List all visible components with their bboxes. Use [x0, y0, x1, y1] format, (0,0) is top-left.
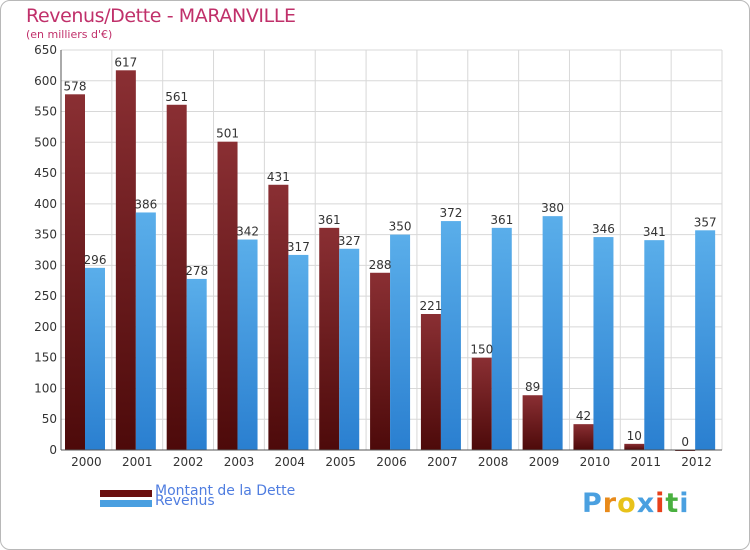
- bar-dette-2005: [319, 227, 340, 450]
- value-label-revenus-2008: 361: [490, 213, 513, 227]
- x-tick-label: 2007: [427, 455, 458, 469]
- value-label-dette-2004: 431: [267, 170, 290, 184]
- proxiti-logo: Proxiti: [582, 488, 690, 519]
- bar-dette-2003: [217, 141, 238, 450]
- value-label-revenus-2004: 317: [287, 240, 310, 254]
- y-tick-label: 250: [34, 289, 57, 303]
- bar-revenus-2004: [288, 254, 309, 450]
- y-tick-label: 400: [34, 197, 57, 211]
- value-labels: 578 296 617 386 561 278 501 342 431 317 361 327 288 3…: [64, 55, 717, 449]
- y-tick-label: 600: [34, 74, 57, 88]
- bar-dette-2002: [166, 104, 187, 451]
- chart-subtitle: (en milliers d'€): [26, 28, 113, 41]
- legend-swatch-revenus: [100, 500, 152, 507]
- bar-revenus-2011: [644, 240, 665, 450]
- value-label-dette-2008: 150: [470, 343, 493, 357]
- bar-revenus-2009: [542, 216, 563, 450]
- bar-revenus-2007: [440, 221, 461, 450]
- bar-revenus-2000: [85, 267, 105, 450]
- x-tick-label: 2000: [71, 455, 102, 469]
- chart-title: Revenus/Dette - MARANVILLE: [26, 5, 296, 27]
- y-tick-label: 200: [34, 320, 57, 334]
- y-tick-label: 300: [34, 258, 57, 272]
- value-label-revenus-2003: 342: [236, 225, 259, 239]
- y-tick-label: 150: [34, 351, 57, 365]
- x-tick-label: 2003: [224, 455, 255, 469]
- legend-label-revenus: Revenus: [155, 493, 215, 509]
- x-tick-label: 2001: [122, 455, 153, 469]
- value-label-dette-2007: 221: [419, 299, 442, 313]
- y-tick-label: 350: [34, 228, 57, 242]
- y-tick-label: 50: [42, 412, 57, 426]
- logo-letter: r: [602, 488, 618, 519]
- bar-revenus-2002: [186, 278, 207, 450]
- value-label-dette-2005: 361: [318, 213, 341, 227]
- bar-dette-2006: [370, 272, 391, 450]
- y-tick-label: 550: [34, 105, 57, 119]
- x-tick-label: 2008: [478, 455, 509, 469]
- bar-dette-2007: [420, 314, 441, 450]
- value-label-revenus-2007: 372: [439, 206, 462, 220]
- logo-letter: t: [665, 488, 680, 519]
- value-label-dette-2011: 10: [627, 429, 642, 443]
- bar-dette-2001: [115, 70, 136, 451]
- x-tick-label: 2009: [529, 455, 560, 469]
- bar-revenus-2012: [695, 230, 716, 450]
- y-tick-label: 0: [49, 443, 57, 457]
- bar-dette-2004: [268, 184, 289, 450]
- x-tick-label: 2002: [173, 455, 204, 469]
- x-tick-label: 2004: [275, 455, 306, 469]
- legend-swatch-dette: [100, 490, 152, 497]
- logo-letter: o: [617, 488, 637, 519]
- value-label-revenus-2006: 350: [389, 220, 412, 234]
- bar-revenus-2006: [390, 234, 411, 450]
- x-tick-label: 2011: [630, 455, 661, 469]
- x-tick-label: 2010: [580, 455, 611, 469]
- y-tick-label: 650: [34, 43, 57, 57]
- value-label-revenus-2000: 296: [84, 253, 107, 267]
- bar-revenus-2003: [237, 239, 258, 450]
- y-tick-label: 450: [34, 166, 57, 180]
- bars: [65, 70, 716, 451]
- value-label-dette-2003: 501: [216, 127, 239, 141]
- bar-revenus-2005: [339, 248, 360, 450]
- value-label-revenus-2002: 278: [185, 264, 208, 278]
- logo-letter: i: [655, 488, 666, 519]
- value-label-revenus-2009: 380: [541, 201, 564, 215]
- value-label-revenus-2010: 346: [592, 222, 615, 236]
- bar-revenus-2008: [491, 227, 512, 450]
- bar-dette-2000: [65, 94, 85, 451]
- value-label-dette-2012: 0: [681, 435, 689, 449]
- value-label-revenus-2005: 327: [338, 234, 361, 248]
- value-label-dette-2010: 42: [576, 409, 591, 423]
- legend-label-dette: Montant de la Dette: [155, 483, 296, 499]
- bar-revenus-2010: [593, 237, 614, 450]
- x-tick-label: 2012: [681, 455, 712, 469]
- value-label-revenus-2001: 386: [134, 197, 157, 211]
- value-label-dette-2006: 288: [369, 258, 392, 272]
- logo-letter: i: [679, 488, 690, 519]
- value-label-dette-2002: 561: [165, 90, 188, 104]
- bar-dette-2009: [522, 395, 543, 450]
- bar-dette-2011: [624, 443, 645, 450]
- value-label-dette-2001: 617: [114, 55, 137, 69]
- bar-dette-2010: [573, 424, 594, 450]
- x-tick-label: 2006: [376, 455, 407, 469]
- y-tick-label: 500: [34, 135, 57, 149]
- logo-letter: x: [636, 488, 656, 519]
- value-label-revenus-2011: 341: [643, 225, 666, 239]
- bar-dette-2008: [471, 357, 492, 450]
- axes: 0501001502002503003504004505005506006502…: [34, 43, 722, 469]
- logo-letter: P: [582, 488, 603, 519]
- value-label-revenus-2012: 357: [694, 215, 717, 229]
- value-label-dette-2000: 578: [64, 79, 87, 93]
- bar-revenus-2001: [135, 212, 156, 450]
- x-tick-label: 2005: [325, 455, 356, 469]
- y-tick-label: 100: [34, 381, 57, 395]
- value-label-dette-2009: 89: [525, 380, 540, 394]
